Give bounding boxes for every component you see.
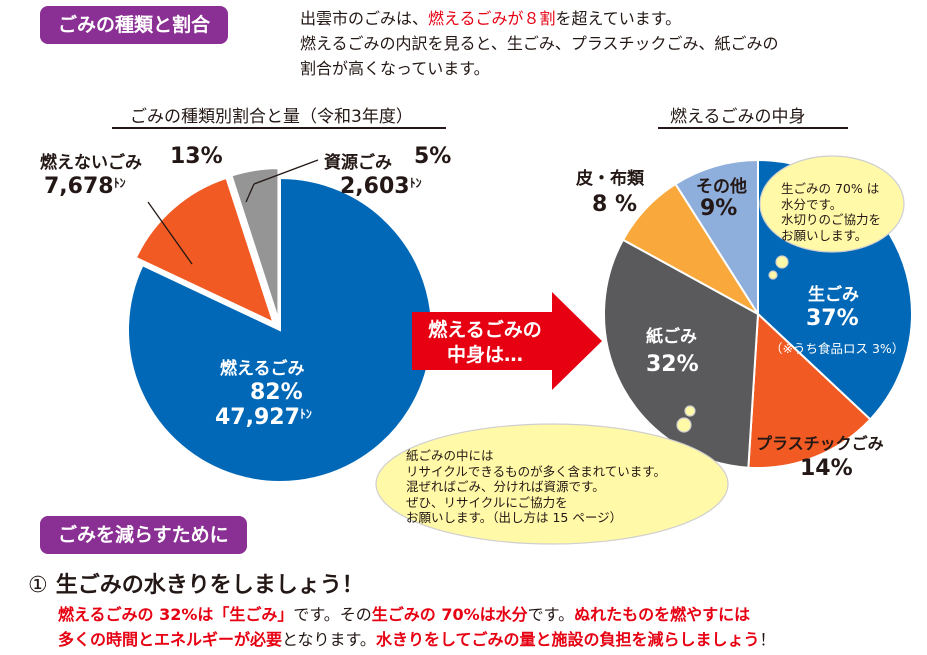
- slice-percent-plastic: 14%: [800, 456, 853, 481]
- pie2-slice-1: [747, 311, 872, 469]
- slice-amount-resource: 2,603ﾄﾝ: [340, 174, 422, 199]
- pie1-slice-0: [127, 176, 433, 483]
- speech-bubble-top: [759, 155, 905, 280]
- slice-note-food: （※うち食品ロス 3%）: [770, 341, 905, 356]
- slice-percent-resource: 5%: [414, 144, 452, 169]
- speech-bubble-bottom: [375, 405, 729, 545]
- slice-label-paper: 紙ごみ: [646, 327, 697, 347]
- slice-label-skin-cloth: 皮・布類: [576, 169, 644, 189]
- slice-percent-burnable: 82%: [250, 380, 303, 405]
- section-title-reduce: ごみを減らすために: [40, 516, 247, 554]
- chart-title-underline: [112, 127, 446, 129]
- tip-title: ① 生ごみの水きりをしましょう！: [28, 573, 364, 598]
- leader-line-resource: [245, 183, 255, 203]
- slice-label-other: その他: [696, 177, 747, 197]
- bubble-text-top: 生ごみの 70% は 水分です。 水切りのご協力を お願いします。: [781, 181, 882, 243]
- slice-percent-nonburnable: 13%: [170, 144, 223, 169]
- slice-amount-burnable: 47,927ﾄﾝ: [215, 405, 312, 430]
- section-title-types: ごみの種類と割合: [40, 6, 229, 44]
- pie-chart-types: [127, 167, 433, 483]
- slice-label-food: 生ごみ: [808, 285, 859, 305]
- slice-label-burnable: 燃えるごみ: [220, 359, 305, 379]
- tip-number: ①: [28, 573, 48, 598]
- arrow-label: 燃えるごみの 中身は…: [428, 319, 542, 366]
- tip-description: 燃えるごみの 32%は「生ごみ」です。その生ごみの 70%は水分です。ぬれたもの…: [58, 605, 776, 649]
- chart-title-burnable: 燃えるごみの中身: [670, 107, 806, 127]
- slice-percent-skin-cloth: 8 %: [592, 192, 638, 217]
- chart-title-types: ごみの種類別割合と量（令和3年度）: [130, 107, 413, 127]
- chart-title-underline: [658, 127, 848, 129]
- pie2-slice-4: [674, 158, 759, 318]
- slice-label-nonburnable: 燃えないごみ: [40, 153, 142, 173]
- arrow-shape: [412, 292, 602, 390]
- leader-line-nonburnable: [147, 201, 193, 265]
- slice-percent-food: 37%: [806, 306, 859, 331]
- bubble-text-bottom: 紙ごみの中には リサイクルできるものが多く含まれています。 混ぜればごみ、分けれ…: [406, 448, 667, 525]
- intro-text: 出雲市のごみは、燃えるごみが８割を超えています。 燃えるごみの内訳を見ると、生ご…: [300, 9, 779, 78]
- slice-percent-paper: 32%: [646, 352, 699, 377]
- slice-percent-other: 9%: [700, 196, 738, 221]
- slice-label-plastic: プラスチックごみ: [756, 434, 884, 453]
- leader-line-resource: [253, 159, 319, 185]
- pie1-slice-1: [134, 176, 276, 325]
- pie1-slice-2: [230, 167, 280, 321]
- slice-amount-nonburnable: 7,678ﾄﾝ: [44, 174, 126, 199]
- slice-label-resource: 資源ごみ: [324, 153, 392, 173]
